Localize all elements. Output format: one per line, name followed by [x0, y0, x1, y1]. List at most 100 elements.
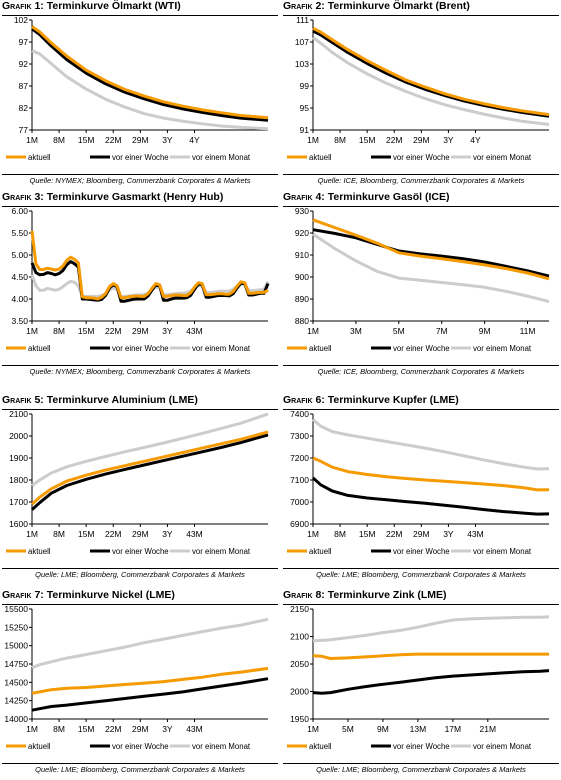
x-tick-label: 43M — [186, 529, 203, 539]
legend-label: vor einer Woche — [393, 344, 450, 353]
chart-source: Quelle: LME; Bloomberg, Commerzbank Corp… — [35, 765, 245, 774]
chart-svg: 6900 7000 7100 7200 7300 7400 1M 8M 15M 22M 29M 3Y 4… — [287, 409, 550, 556]
y-tick-label: 930 — [295, 206, 309, 216]
chart-title: Grafik 8: Terminkurve Zink (LME) — [283, 589, 447, 601]
bottom-rule — [2, 763, 278, 764]
legend-label: vor einer Woche — [112, 344, 169, 353]
x-tick-label: 21M — [480, 724, 497, 734]
top-rule — [283, 15, 559, 16]
x-tick-label: 8M — [53, 326, 65, 336]
y-tick-label: 3.50 — [11, 316, 28, 326]
x-tick-label: 22M — [105, 135, 122, 145]
y-tick-label: 5.00 — [11, 250, 28, 260]
x-tick-label: 1M — [26, 135, 38, 145]
x-tick-label: 8M — [53, 724, 65, 734]
top-rule — [283, 604, 559, 605]
x-tick-label: 13M — [410, 724, 427, 734]
legend-label: aktuell — [309, 153, 332, 162]
y-tick-label: 880 — [295, 316, 309, 326]
legend-label: aktuell — [28, 344, 51, 353]
bottom-rule — [2, 365, 278, 366]
y-tick-label: 7000 — [290, 497, 309, 507]
series-line-vor-einer-woche — [30, 260, 270, 303]
y-tick-label: 97 — [19, 37, 29, 47]
series-line-vor-einem-monat — [31, 617, 269, 670]
chart-svg: 14000 14250 14500 14750 15000 15250 15500 1M 8M 1… — [4, 604, 269, 751]
chart-title: Grafik 5: Terminkurve Aluminium (LME) — [2, 394, 198, 406]
legend-label: aktuell — [309, 344, 332, 353]
chart-panel-aluminium: Grafik 5: Terminkurve Aluminium (LME) 16… — [2, 394, 278, 585]
y-tick-label: 91 — [300, 125, 310, 135]
y-tick-label: 5.50 — [11, 228, 28, 238]
series-line-vor-einem-monat — [312, 615, 550, 643]
x-tick-label: 11M — [520, 326, 536, 336]
y-tick-label: 7300 — [290, 431, 309, 441]
x-tick-label: 1M — [26, 529, 38, 539]
x-tick-label: 1M — [26, 326, 38, 336]
x-tick-label: 22M — [386, 529, 403, 539]
chart-source: Quelle: ICE, Bloomberg, Commerzbank Corp… — [317, 367, 525, 376]
y-tick-label: 14500 — [4, 677, 28, 687]
x-tick-label: 29M — [413, 135, 430, 145]
y-tick-label: 1600 — [9, 519, 28, 529]
chart-panel-nickel: Grafik 7: Terminkurve Nickel (LME) 14000… — [2, 589, 278, 780]
bottom-rule — [283, 568, 559, 569]
x-tick-label: 8M — [53, 135, 65, 145]
x-tick-label: 1M — [307, 326, 319, 336]
legend-label: aktuell — [28, 547, 51, 556]
x-tick-label: 4Y — [189, 135, 200, 145]
y-tick-label: 14750 — [4, 659, 28, 669]
x-tick-label: 22M — [105, 529, 122, 539]
x-tick-label: 15M — [78, 326, 95, 336]
x-tick-label: 22M — [386, 135, 403, 145]
y-tick-label: 15500 — [4, 604, 28, 614]
x-tick-label: 29M — [413, 529, 430, 539]
x-tick-label: 15M — [78, 529, 95, 539]
x-tick-label: 3Y — [162, 724, 173, 734]
chart-svg: 880 890 900 910 920 930 1M 3M 5M 7M 9M 11M aktuell vo… — [287, 206, 550, 353]
x-tick-label: 29M — [132, 724, 149, 734]
x-tick-label: 3M — [350, 326, 362, 336]
x-tick-label: 17M — [445, 724, 462, 734]
series-line-vor-einer-woche — [31, 27, 269, 122]
series-line-vor-einer-woche — [312, 228, 550, 278]
top-rule — [2, 409, 278, 410]
legend-label: vor einer Woche — [393, 547, 450, 556]
x-tick-label: 43M — [467, 529, 484, 539]
legend-label: vor einer Woche — [112, 547, 169, 556]
y-tick-label: 910 — [295, 250, 309, 260]
y-tick-label: 4.00 — [11, 294, 28, 304]
bottom-rule — [2, 568, 278, 569]
series-line-vor-einem-monat — [312, 418, 550, 471]
chart-title: Grafik 6: Terminkurve Kupfer (LME) — [283, 394, 459, 406]
x-tick-label: 3Y — [443, 529, 454, 539]
x-tick-label: 1M — [307, 724, 319, 734]
chart-svg: 1950 2000 2050 2100 2150 1M 5M 9M 13M 17M 21M aktue… — [287, 604, 550, 751]
series-line-aktuell — [30, 430, 269, 506]
series-line-aktuell — [312, 26, 550, 117]
chart-source: Quelle: LME; Bloomberg, Commerzbank Corp… — [316, 570, 526, 579]
chart-panel-gasoel: Grafik 4: Terminkurve Gasöl (ICE) 880 890… — [283, 191, 559, 382]
chart-svg: 77 82 87 92 97 102 1M 8M 15M 22M 29M 3Y 4Y aktuell vor… — [6, 15, 269, 162]
y-tick-label: 920 — [295, 228, 309, 238]
bottom-rule — [2, 174, 278, 175]
chart-source: Quelle: ICE, Bloomberg, Commerzbank Corp… — [317, 176, 525, 185]
y-tick-label: 6900 — [290, 519, 309, 529]
y-tick-label: 95 — [300, 103, 310, 113]
legend-label: vor einem Monat — [473, 153, 532, 162]
y-tick-label: 1950 — [290, 714, 309, 724]
legend-label: vor einem Monat — [192, 742, 251, 751]
x-tick-label: 43M — [186, 724, 203, 734]
series-line-vor-einem-monat — [31, 412, 269, 487]
chart-source: Quelle: LME; Bloomberg, Commerzbank Corp… — [316, 765, 526, 774]
legend-label: vor einem Monat — [192, 547, 251, 556]
y-tick-label: 99 — [300, 81, 310, 91]
x-tick-label: 1M — [307, 135, 319, 145]
x-tick-label: 8M — [53, 529, 65, 539]
series-line-vor-einem-monat — [31, 49, 269, 131]
x-tick-label: 9M — [377, 724, 389, 734]
y-tick-label: 1900 — [9, 453, 28, 463]
bottom-rule — [283, 174, 559, 175]
series-line-vor-einem-monat — [312, 36, 550, 126]
x-tick-label: 1M — [307, 529, 319, 539]
